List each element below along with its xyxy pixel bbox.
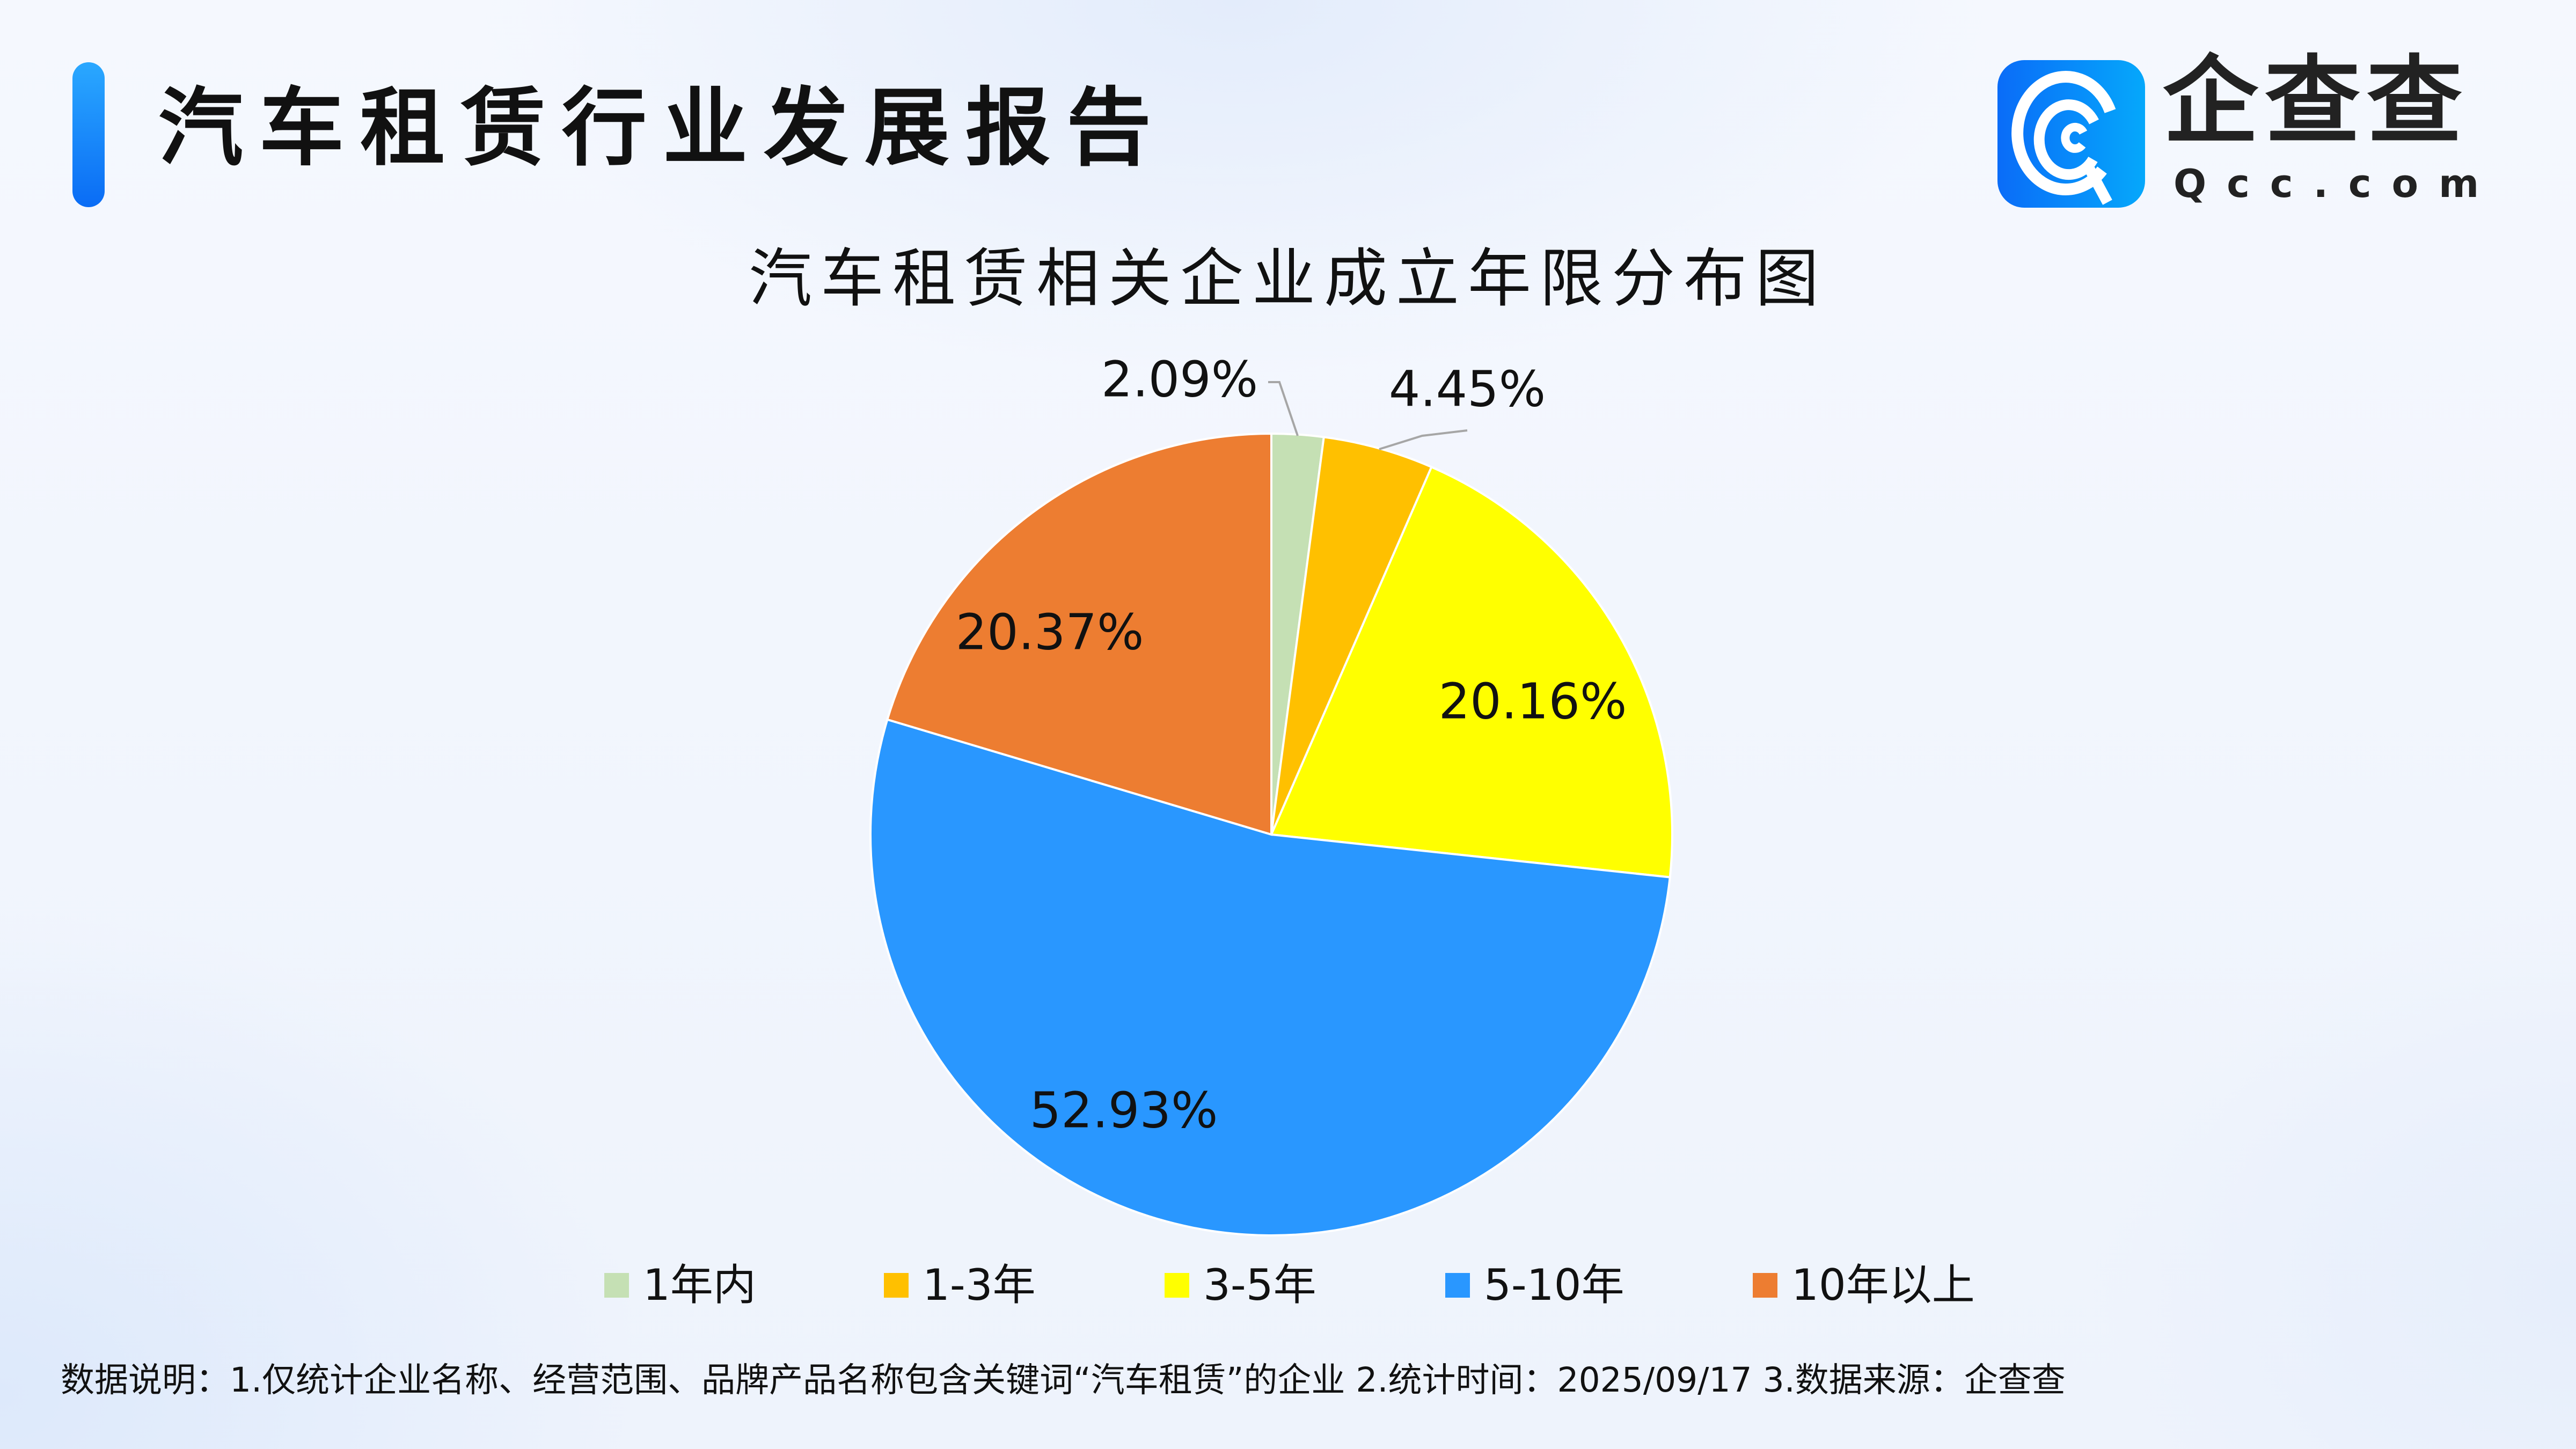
data-label-3: 52.93% (1030, 1082, 1218, 1139)
logo-name-en: Qcc.com (2174, 161, 2500, 206)
pie-slice-2 (1270, 465, 1673, 879)
footnote: 数据说明：1.仅统计企业名称、经营范围、品牌产品名称包含关键词“汽车租赁”的企业… (61, 1360, 2066, 1400)
pie-slice-4 (885, 432, 1272, 836)
leader-line-1 (1379, 429, 1468, 450)
data-label-4: 20.37% (956, 604, 1144, 661)
chart-title: 汽车租赁相关企业成立年限分布图 (748, 241, 1827, 316)
pie-slice-1 (1270, 436, 1433, 835)
legend-label: 3-5年 (1203, 1260, 1316, 1310)
title-accent-bar (72, 62, 105, 207)
legend-item-4: 10年以上 (1753, 1264, 1975, 1307)
legend-item-2: 3-5年 (1165, 1264, 1316, 1307)
qcc-logo-icon (1997, 60, 2145, 208)
legend-label: 10年以上 (1791, 1260, 1975, 1310)
pie-slice-3 (869, 718, 1671, 1236)
data-label-2: 20.16% (1439, 673, 1627, 730)
legend-item-0: 1年内 (604, 1264, 756, 1307)
legend-label: 5-10年 (1484, 1260, 1624, 1310)
data-label-0: 2.09% (1101, 351, 1258, 408)
legend-swatch (1165, 1273, 1189, 1298)
legend-item-3: 5-10年 (1445, 1264, 1624, 1307)
legend-swatch (1753, 1273, 1777, 1298)
data-label-1: 4.45% (1389, 361, 1546, 418)
logo-name-cn: 企查查 (2163, 46, 2469, 157)
legend-swatch (604, 1273, 629, 1298)
page-title: 汽车租赁行业发展报告 (158, 79, 1167, 178)
legend-label: 1年内 (643, 1260, 756, 1310)
legend-swatch (884, 1273, 909, 1298)
legend-swatch (1445, 1273, 1470, 1298)
legend-item-1: 1-3年 (884, 1264, 1036, 1307)
legend-label: 1-3年 (923, 1260, 1036, 1310)
leader-line-0 (1268, 381, 1299, 436)
